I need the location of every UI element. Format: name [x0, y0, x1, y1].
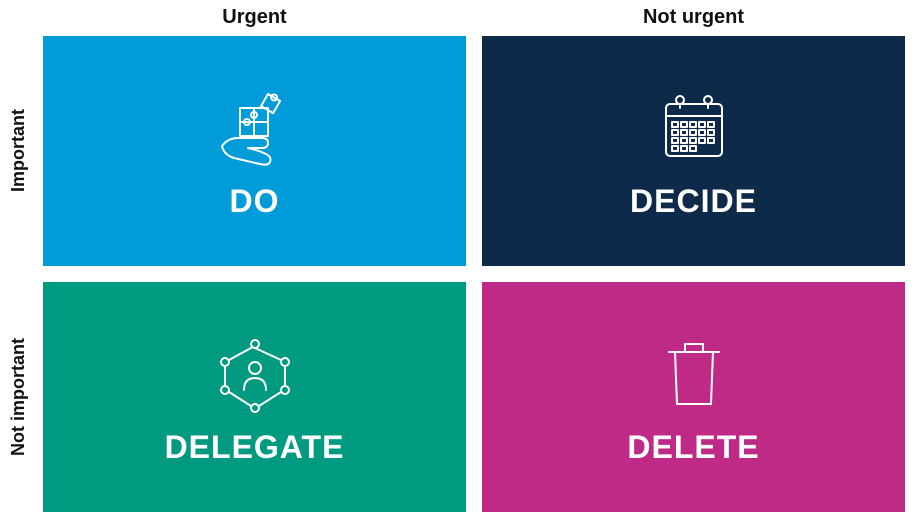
row-header-important: Important [8, 36, 29, 266]
eisenhower-matrix: DO DECIDE [43, 36, 905, 512]
team-network-icon [210, 329, 300, 419]
column-header-urgent: Urgent [43, 6, 466, 29]
calendar-icon [654, 83, 734, 173]
quadrant-decide-label: DECIDE [630, 183, 757, 220]
quadrant-delete-label: DELETE [627, 429, 759, 466]
quadrant-delegate-label: DELEGATE [165, 429, 345, 466]
quadrant-delegate: DELEGATE [43, 282, 466, 512]
quadrant-decide: DECIDE [482, 36, 905, 266]
quadrant-do-label: DO [230, 183, 280, 220]
trash-icon [659, 329, 729, 419]
hand-puzzle-icon [210, 83, 300, 173]
quadrant-do: DO [43, 36, 466, 266]
row-header-not-important: Not important [8, 282, 29, 512]
column-header-not-urgent: Not urgent [482, 6, 905, 29]
quadrant-delete: DELETE [482, 282, 905, 512]
